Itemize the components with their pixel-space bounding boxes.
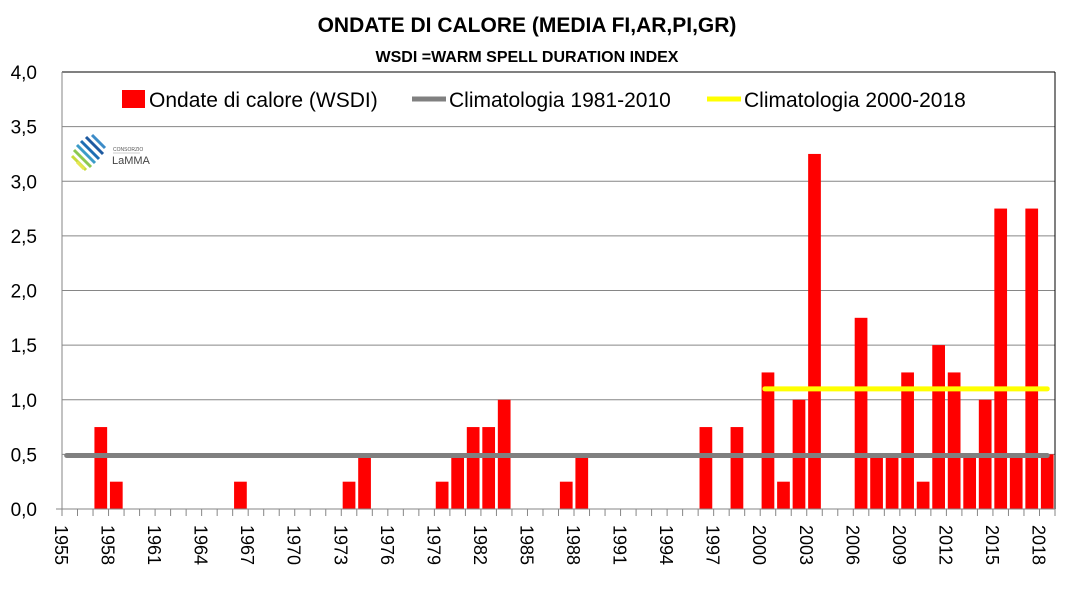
x-tick-label: 2009 xyxy=(889,525,909,565)
bar-1979 xyxy=(435,481,449,509)
y-axis-ticks: 0,0 0,5 1,0 1,5 2,0 2,5 3,0 3,5 4,0 xyxy=(11,63,37,521)
legend: Ondate di calore (WSDI) Climatologia 198… xyxy=(122,89,966,112)
x-tick-label: 2018 xyxy=(1028,525,1048,565)
x-tick-label: 1955 xyxy=(51,525,71,565)
bar-2000 xyxy=(761,372,775,509)
x-tick-label: 1976 xyxy=(377,525,397,565)
x-tick-label: 1994 xyxy=(656,525,676,565)
climatology-lines xyxy=(64,386,1050,458)
x-tick-label: 2003 xyxy=(796,525,816,565)
bar-1998 xyxy=(730,427,744,509)
chart-subtitle: WSDI =WARM SPELL DURATION INDEX xyxy=(376,49,679,66)
gridlines xyxy=(62,71,1055,455)
bar-1982 xyxy=(482,427,496,509)
bar-2007 xyxy=(870,454,883,509)
x-tick-label: 2012 xyxy=(935,525,955,565)
bar-2008 xyxy=(885,454,899,509)
y-tick-label: 1,5 xyxy=(11,336,37,357)
bar-1996 xyxy=(699,427,713,509)
bar-1981 xyxy=(466,427,480,509)
y-tick-label: 2,5 xyxy=(11,227,37,248)
bar-2012 xyxy=(947,372,961,509)
x-tick-label: 1973 xyxy=(330,525,350,565)
logo-consorzio: CONSORZIO xyxy=(113,147,143,153)
chart-title: ONDATE DI CALORE (MEDIA FI,AR,PI,GR) xyxy=(318,14,737,37)
logo-lamma: LaMMA xyxy=(112,155,151,167)
bar-2015 xyxy=(994,208,1008,509)
x-tick-label: 1967 xyxy=(237,525,257,565)
bar-1980 xyxy=(451,454,465,509)
y-tick-label: 1,0 xyxy=(11,391,37,412)
y-tick-label: 3,5 xyxy=(11,118,37,139)
x-tick-label: 1988 xyxy=(563,525,583,565)
bar-2013 xyxy=(963,454,977,509)
y-tick-label: 4,0 xyxy=(11,63,37,84)
x-tick-label: 1958 xyxy=(98,525,118,565)
x-tick-label: 1997 xyxy=(703,525,723,565)
y-tick-label: 0,0 xyxy=(11,500,37,521)
legend-swatch-wsdi xyxy=(122,90,145,108)
x-tick-label: 1985 xyxy=(516,525,536,565)
legend-label-clim-2000: Climatologia 2000-2018 xyxy=(744,89,966,112)
x-tick-label: 1979 xyxy=(423,525,443,565)
x-tick-label: 1964 xyxy=(191,525,211,565)
bar-1966 xyxy=(234,481,247,509)
x-tick-label: 1982 xyxy=(470,525,490,565)
bar-2003 xyxy=(808,153,821,509)
x-tick-label: 2006 xyxy=(842,525,862,565)
x-tick-label: 1961 xyxy=(144,525,164,565)
bar-1958 xyxy=(109,481,123,509)
bar-2016 xyxy=(1009,454,1023,509)
legend-label-clim-1981: Climatologia 1981-2010 xyxy=(449,89,671,112)
bar-1988 xyxy=(575,454,589,509)
bar-2009 xyxy=(901,372,914,509)
lamma-logo-icon xyxy=(70,133,107,172)
bars xyxy=(94,153,1054,509)
bar-1957 xyxy=(94,427,108,509)
x-tick-label: 2015 xyxy=(982,525,1002,565)
bar-2010 xyxy=(916,481,930,509)
x-tick-label: 2000 xyxy=(749,525,769,565)
legend-label-wsdi: Ondate di calore (WSDI) xyxy=(149,89,378,112)
axes xyxy=(56,71,1056,510)
bar-1974 xyxy=(358,454,371,509)
bar-2006 xyxy=(854,317,868,509)
bar-2011 xyxy=(932,345,945,509)
bar-2001 xyxy=(777,481,790,509)
x-tick-label: 1970 xyxy=(284,525,304,565)
bar-2017 xyxy=(1025,208,1039,509)
bar-1973 xyxy=(342,481,356,509)
y-tick-label: 2,0 xyxy=(11,282,37,303)
x-axis-ticks: 1955 1958 1961 1964 1967 1970 1973 1976 1979 1982… xyxy=(51,509,1056,565)
y-tick-label: 3,0 xyxy=(11,172,37,193)
bar-1987 xyxy=(559,481,573,509)
lamma-logo: CONSORZIO LaMMA xyxy=(70,133,151,172)
y-tick-label: 0,5 xyxy=(11,445,37,466)
x-tick-label: 1991 xyxy=(610,525,630,565)
bar-2018 xyxy=(1040,454,1054,509)
